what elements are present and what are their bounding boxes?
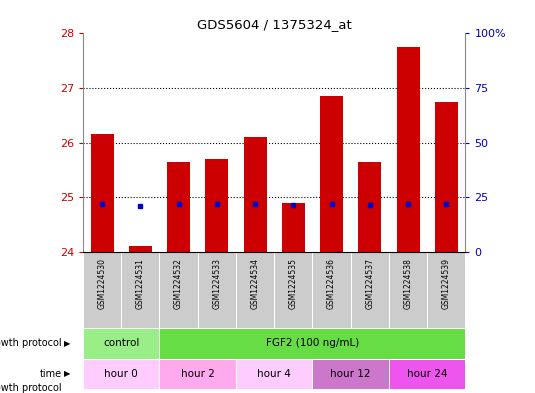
Bar bbox=[236, 252, 274, 328]
Text: ▶: ▶ bbox=[64, 369, 71, 378]
Text: hour 24: hour 24 bbox=[407, 369, 447, 379]
Bar bbox=[121, 252, 159, 328]
Bar bbox=[167, 162, 190, 252]
Text: GSM1224535: GSM1224535 bbox=[289, 258, 298, 309]
Bar bbox=[435, 102, 458, 252]
Bar bbox=[312, 358, 389, 389]
Text: hour 12: hour 12 bbox=[331, 369, 371, 379]
Bar bbox=[389, 252, 427, 328]
Bar bbox=[90, 134, 113, 252]
Bar bbox=[159, 328, 465, 358]
Text: time: time bbox=[40, 369, 62, 379]
Text: growth protocol: growth protocol bbox=[0, 338, 62, 348]
Text: hour 4: hour 4 bbox=[257, 369, 291, 379]
Bar bbox=[274, 252, 312, 328]
Bar bbox=[351, 252, 389, 328]
Bar bbox=[205, 159, 228, 252]
Text: GSM1224530: GSM1224530 bbox=[97, 258, 106, 309]
Text: GSM1224539: GSM1224539 bbox=[442, 258, 451, 309]
Text: GSM1224531: GSM1224531 bbox=[136, 258, 145, 309]
Bar bbox=[243, 137, 266, 252]
Text: growth protocol: growth protocol bbox=[0, 383, 62, 393]
Bar bbox=[320, 96, 343, 252]
Text: FGF2 (100 ng/mL): FGF2 (100 ng/mL) bbox=[266, 338, 359, 348]
Bar bbox=[282, 202, 305, 252]
Text: GSM1224532: GSM1224532 bbox=[174, 258, 183, 309]
Text: hour 0: hour 0 bbox=[104, 369, 138, 379]
Bar bbox=[83, 252, 121, 328]
Text: ▶: ▶ bbox=[64, 339, 71, 348]
Bar bbox=[358, 162, 381, 252]
Bar bbox=[236, 358, 312, 389]
Text: GSM1224533: GSM1224533 bbox=[212, 258, 221, 309]
Bar bbox=[198, 252, 236, 328]
Bar bbox=[389, 358, 465, 389]
Text: GSM1224534: GSM1224534 bbox=[250, 258, 259, 309]
Text: GSM1224536: GSM1224536 bbox=[327, 258, 336, 309]
Bar bbox=[129, 246, 152, 252]
Title: GDS5604 / 1375324_at: GDS5604 / 1375324_at bbox=[197, 18, 351, 31]
Text: GSM1224538: GSM1224538 bbox=[403, 258, 412, 309]
Bar bbox=[83, 328, 159, 358]
Bar bbox=[396, 47, 419, 252]
Bar bbox=[427, 252, 465, 328]
Text: GSM1224537: GSM1224537 bbox=[365, 258, 374, 309]
Text: control: control bbox=[103, 338, 139, 348]
Bar bbox=[312, 252, 351, 328]
Bar bbox=[159, 358, 236, 389]
Bar bbox=[159, 252, 198, 328]
Bar bbox=[83, 358, 159, 389]
Text: hour 2: hour 2 bbox=[181, 369, 215, 379]
